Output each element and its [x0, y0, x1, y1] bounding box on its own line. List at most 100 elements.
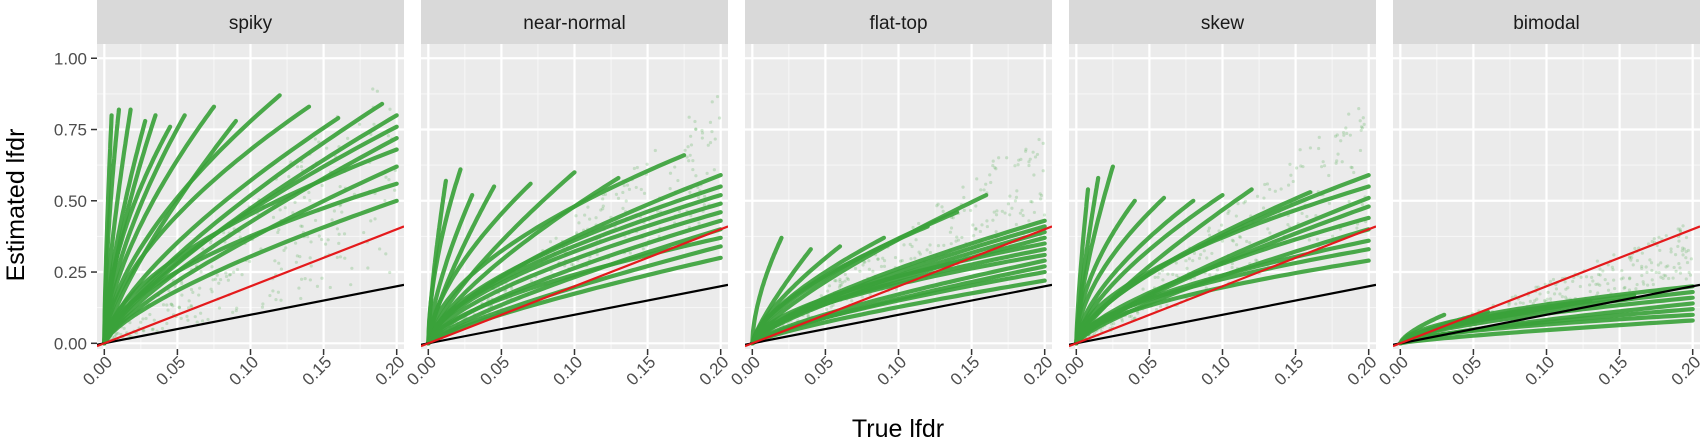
scatter-point: [1590, 275, 1594, 280]
scatter-point: [349, 283, 353, 287]
scatter-point: [277, 261, 281, 265]
scatter-point: [1588, 283, 1592, 287]
scatter-point: [702, 203, 706, 207]
x-tick-label: 0.15: [947, 352, 984, 389]
data-curve: [102, 124, 173, 346]
scatter-point: [343, 256, 347, 260]
scatter-point: [1650, 278, 1654, 282]
scatter-point: [616, 196, 621, 200]
scatter-point: [1650, 268, 1654, 273]
scatter-point: [1554, 287, 1559, 291]
scatter-point: [694, 127, 698, 131]
scatter-point: [902, 243, 906, 247]
scatter-point: [975, 177, 979, 181]
scatter-point: [994, 213, 999, 217]
scatter-point: [936, 202, 940, 206]
scatter-point: [1620, 269, 1624, 273]
scatter-point: [1129, 314, 1133, 318]
scatter-point: [393, 188, 397, 192]
scatter-point: [689, 134, 693, 138]
scatter-point: [1317, 135, 1321, 139]
scatter-point: [1361, 116, 1365, 120]
scatter-point: [594, 216, 598, 220]
scatter-point: [152, 318, 156, 322]
scatter-point: [1513, 294, 1518, 298]
scatter-point: [1629, 258, 1633, 262]
data-curve: [750, 193, 989, 346]
scatter-point: [1627, 277, 1632, 281]
scatter-point: [284, 246, 288, 250]
scatter-point: [639, 187, 643, 192]
scatter-point: [603, 192, 608, 197]
scatter-point: [217, 306, 222, 310]
scatter-point: [1594, 282, 1598, 287]
scatter-point: [898, 259, 903, 263]
scatter-point: [317, 140, 321, 144]
scatter-point: [984, 182, 988, 186]
reference-line: [1069, 225, 1376, 348]
scatter-point: [1641, 280, 1645, 284]
scatter-point: [1510, 295, 1514, 299]
scatter-point: [1210, 251, 1214, 256]
scatter-point: [1546, 290, 1550, 294]
scatter-point: [186, 306, 191, 310]
data-curve: [1398, 295, 1695, 346]
scatter-point: [1109, 322, 1114, 326]
scatter-point: [215, 273, 219, 277]
scatter-point: [974, 227, 978, 231]
scatter-point: [838, 279, 842, 283]
scatter-point: [340, 210, 344, 214]
scatter-point: [1674, 269, 1678, 273]
scatter-point: [293, 241, 298, 245]
scatter-point: [829, 305, 833, 309]
scatter-point: [1640, 264, 1644, 268]
scatter-point: [1335, 159, 1339, 163]
scatter-point: [1651, 282, 1655, 287]
scatter-point: [307, 190, 311, 195]
scatter-point: [949, 242, 953, 246]
scatter-point: [1684, 277, 1688, 281]
x-tick-label: 0.10: [549, 352, 586, 389]
scatter-point: [1514, 302, 1518, 306]
scatter-point: [1672, 265, 1676, 270]
scatter-point: [337, 232, 341, 236]
scatter-point: [1014, 195, 1019, 199]
scatter-point: [1597, 272, 1601, 277]
scatter-point: [925, 248, 929, 252]
scatter-point: [705, 171, 709, 176]
scatter-point: [1010, 206, 1014, 210]
scatter-point: [712, 168, 716, 172]
scatter-point: [200, 319, 205, 323]
scatter-point: [834, 279, 838, 283]
scatter-point: [231, 310, 235, 314]
scatter-point: [338, 184, 342, 189]
x-tick-label: 0.00: [1375, 352, 1412, 389]
scatter-point: [303, 277, 307, 281]
scatter-point: [219, 278, 223, 282]
scatter-point: [831, 303, 835, 307]
data-curve: [102, 124, 399, 346]
scatter-point: [179, 316, 183, 320]
scatter-point: [1207, 233, 1212, 237]
scatter-point: [1027, 163, 1031, 168]
scatter-point: [1635, 282, 1639, 287]
scatter-point: [276, 230, 280, 235]
scatter-point: [222, 230, 226, 235]
scatter-point: [1673, 253, 1678, 257]
scatter-point: [1226, 211, 1230, 215]
scatter-point: [867, 259, 871, 263]
scatter-point: [271, 215, 276, 219]
scatter-point: [1333, 134, 1338, 138]
scatter-point: [1161, 278, 1165, 282]
scatter-point: [1023, 149, 1028, 153]
scatter-point: [1242, 201, 1246, 205]
scatter-point: [1000, 209, 1004, 213]
scatter-point: [599, 208, 603, 212]
scatter-point: [276, 290, 280, 294]
scatter-point: [1564, 287, 1568, 291]
scatter-point: [1021, 213, 1025, 218]
scatter-point: [1157, 271, 1161, 275]
scatter-point: [1347, 112, 1351, 116]
scatter-point: [686, 145, 690, 149]
scatter-point: [1606, 282, 1610, 286]
